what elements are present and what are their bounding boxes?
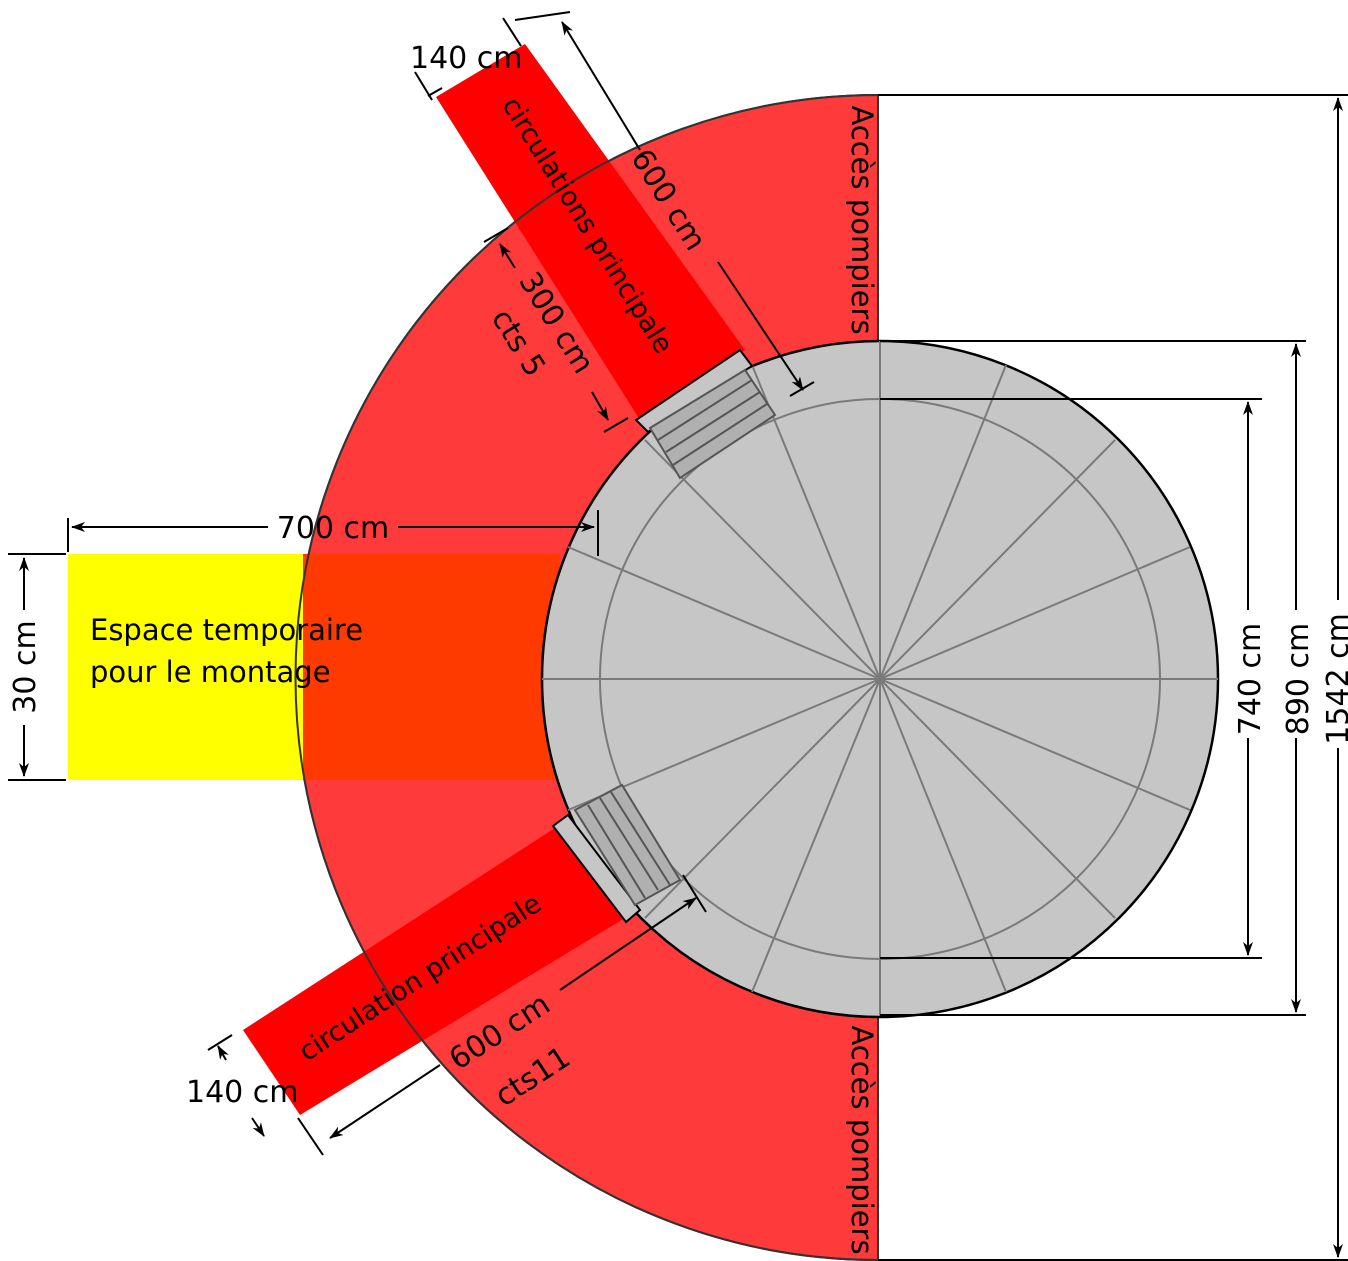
staging-overlap — [303, 554, 560, 780]
dim-30-label: 30 cm — [8, 620, 43, 713]
dome — [542, 341, 1218, 1017]
dim-740-label: 740 cm — [1233, 623, 1268, 736]
dim-700-label: 700 cm — [277, 511, 390, 546]
dim-890-label: 890 cm — [1281, 623, 1316, 736]
dim-bottom-140-label: 140 cm — [186, 1075, 299, 1110]
dim-1542-label: 1542 cm — [1321, 613, 1348, 745]
fire-access-top-label: Accès pompiers — [845, 105, 879, 334]
fire-access-bottom-label: Accès pompiers — [845, 1025, 879, 1254]
dim-top-140-label: 140 cm — [410, 41, 523, 76]
staging-label-line1: Espace temporaire — [90, 613, 363, 647]
staging-label-line2: pour le montage — [90, 655, 331, 689]
